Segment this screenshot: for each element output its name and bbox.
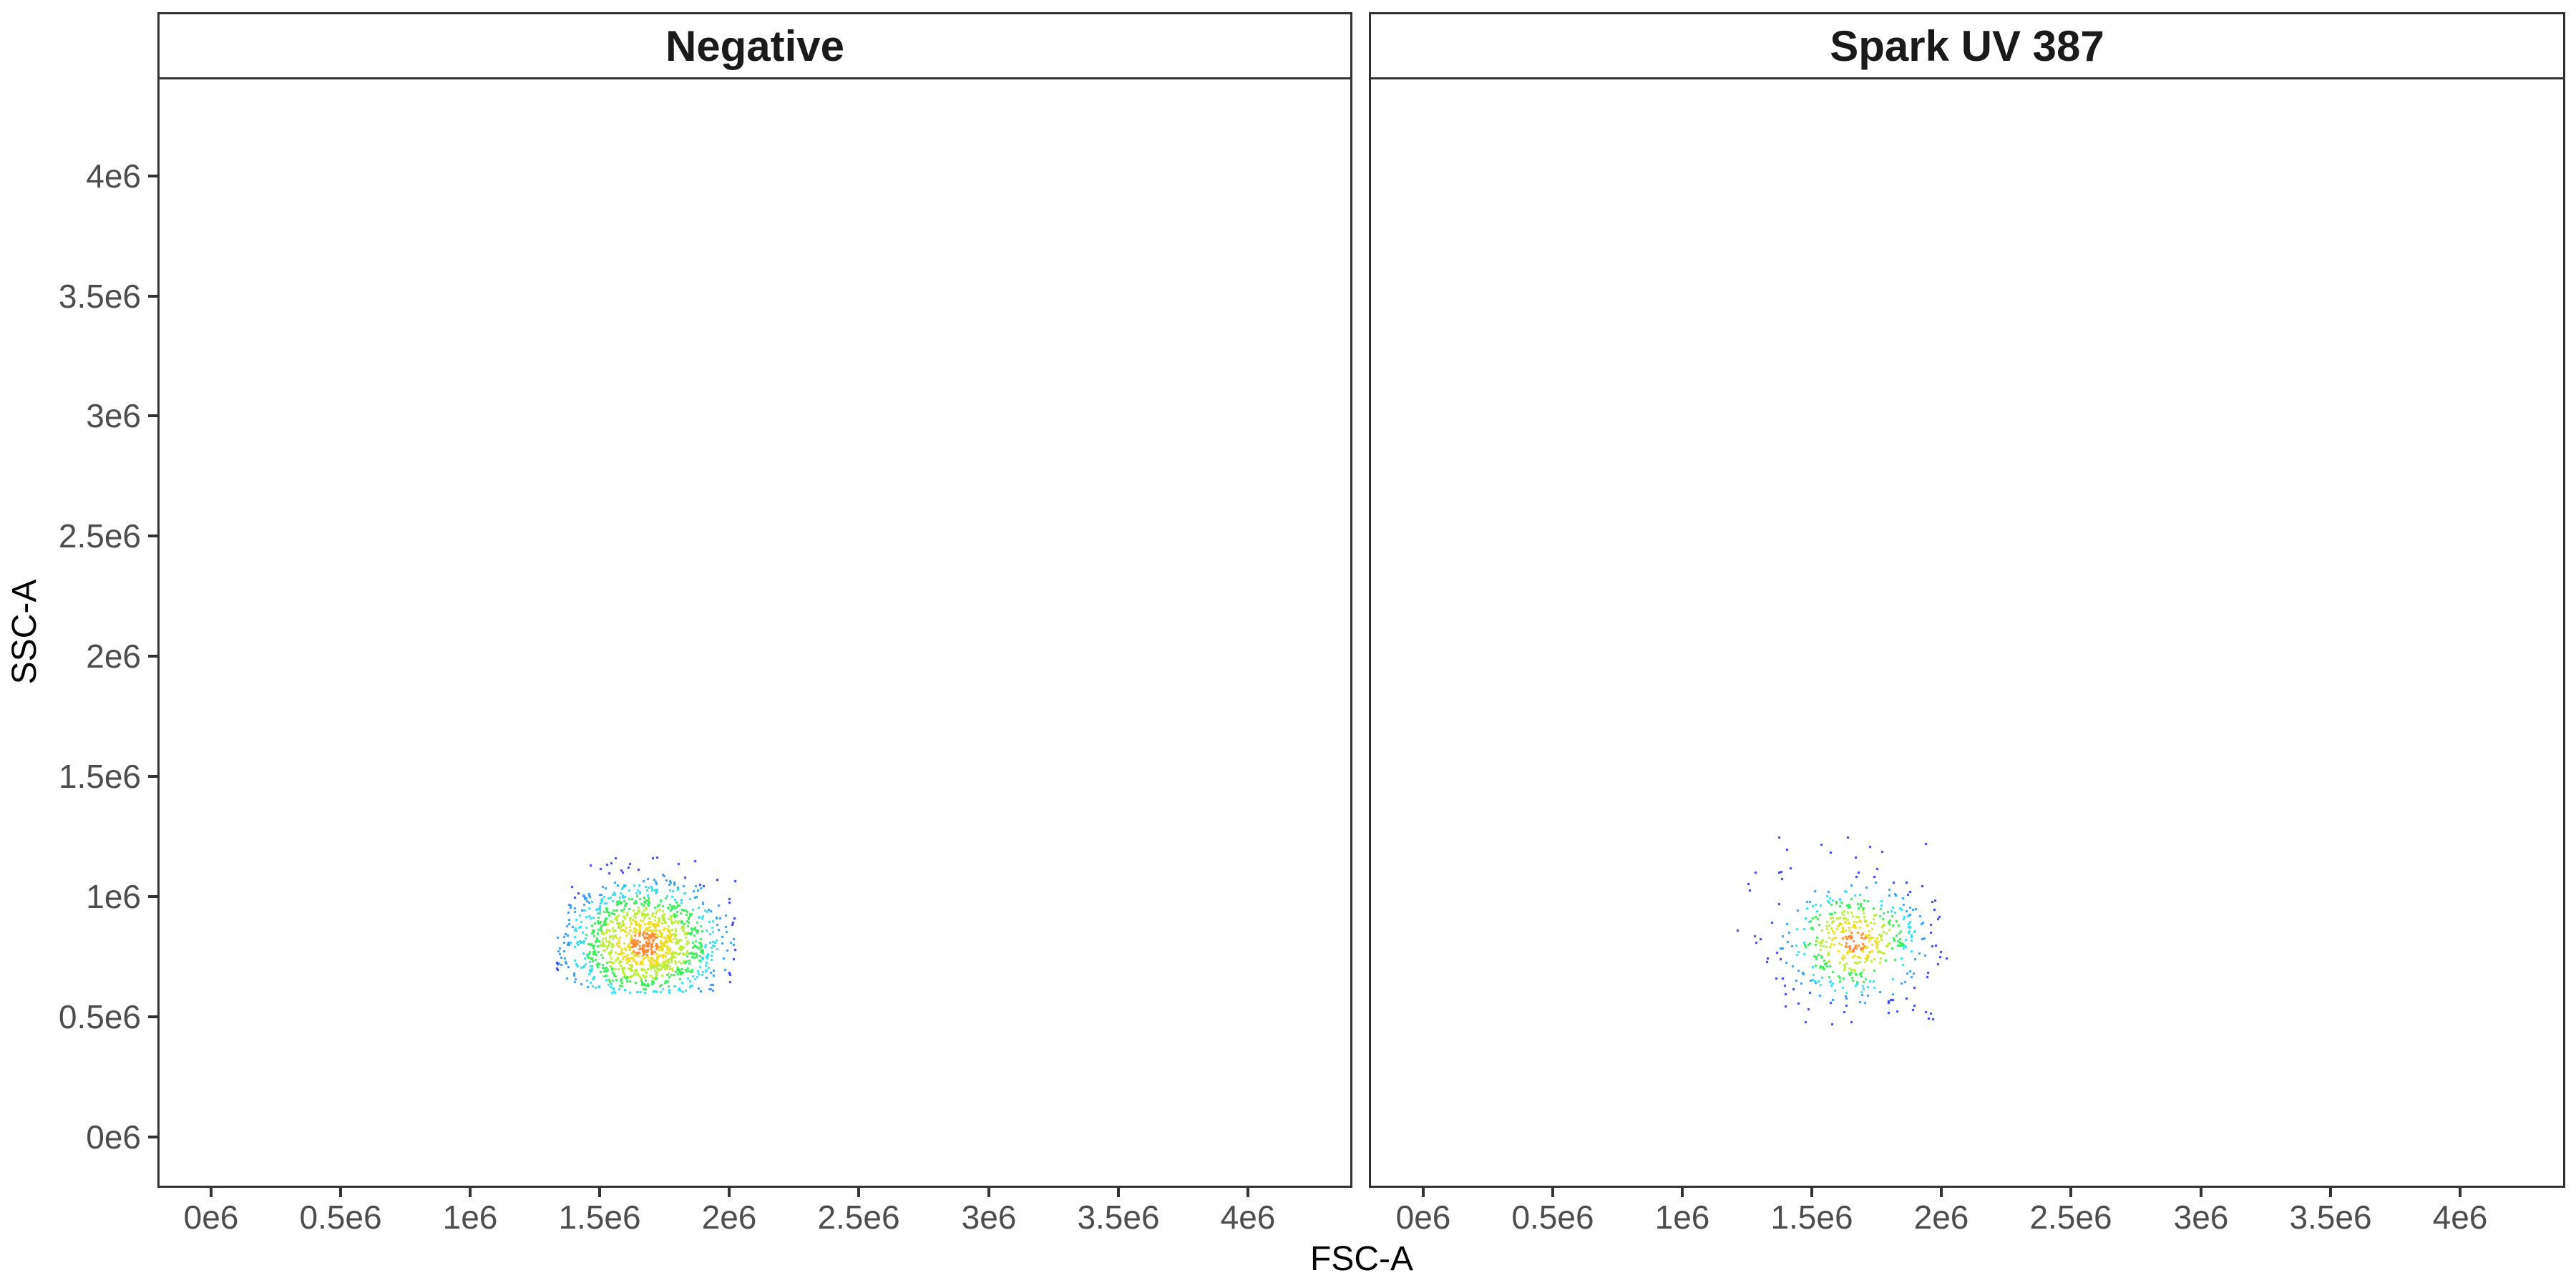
x-tick: [2329, 1188, 2332, 1197]
x-tick: [339, 1188, 342, 1197]
facet-strip-spark-uv-387: Spark UV 387: [1369, 12, 2565, 80]
y-tick: [148, 535, 157, 537]
x-tick-label: 4e6: [1220, 1199, 1276, 1236]
x-tick: [1551, 1188, 1554, 1197]
x-tick: [2200, 1188, 2202, 1197]
y-tick-label: 1e6: [86, 878, 141, 915]
y-tick: [148, 1136, 157, 1138]
x-tick: [2069, 1188, 2072, 1197]
y-tick: [148, 775, 157, 778]
x-tick-label: 2.5e6: [817, 1199, 900, 1236]
y-axis-title: SSC-A: [6, 579, 44, 685]
x-tick-label: 0e6: [183, 1199, 239, 1236]
y-tick-label: 2e6: [86, 638, 141, 675]
y-tick: [148, 1015, 157, 1018]
scatter-points-negative: [160, 79, 1350, 1186]
x-tick: [1940, 1188, 1943, 1197]
x-tick-label: 2.5e6: [2029, 1199, 2112, 1236]
x-tick: [1810, 1188, 1813, 1197]
x-tick: [728, 1188, 731, 1197]
x-tick-label: 1.5e6: [558, 1199, 641, 1236]
x-tick-label: 3e6: [961, 1199, 1017, 1236]
x-tick: [1681, 1188, 1684, 1197]
x-tick-label: 0e6: [1395, 1199, 1451, 1236]
x-tick: [210, 1188, 213, 1197]
x-tick: [598, 1188, 601, 1197]
y-tick-label: 4e6: [86, 157, 141, 195]
y-tick-label: 0.5e6: [58, 998, 141, 1035]
x-tick-label: 1.5e6: [1770, 1199, 1853, 1236]
x-tick-label: 4e6: [2432, 1199, 2488, 1236]
x-tick-label: 2e6: [1913, 1199, 1969, 1236]
x-tick-label: 3.5e6: [1077, 1199, 1160, 1236]
x-tick: [469, 1188, 472, 1197]
y-tick-label: 0e6: [86, 1118, 141, 1156]
y-tick: [148, 175, 157, 177]
y-tick-label: 3.5e6: [58, 278, 141, 315]
x-tick-label: 3.5e6: [2289, 1199, 2372, 1236]
x-tick: [2459, 1188, 2462, 1197]
plot-area-negative: [157, 77, 1352, 1188]
y-tick-label: 3e6: [86, 397, 141, 434]
y-tick: [148, 414, 157, 417]
scatter-points-spark-uv-387: [1371, 79, 2563, 1186]
y-tick: [148, 895, 157, 898]
x-tick: [1246, 1188, 1249, 1197]
x-tick: [857, 1188, 860, 1197]
x-tick: [987, 1188, 990, 1197]
y-tick-label: 1.5e6: [58, 758, 141, 795]
x-tick: [1117, 1188, 1120, 1197]
x-tick-label: 3e6: [2173, 1199, 2229, 1236]
x-tick-label: 0.5e6: [1511, 1199, 1594, 1236]
facet-title: Negative: [665, 22, 845, 70]
y-tick: [148, 295, 157, 298]
y-tick-label: 2.5e6: [58, 517, 141, 555]
facet-title: Spark UV 387: [1830, 22, 2104, 70]
plot-area-spark-uv-387: [1369, 77, 2565, 1188]
x-axis-title: FSC-A: [1310, 1240, 1413, 1278]
x-tick-label: 1e6: [1654, 1199, 1710, 1236]
x-tick-label: 0.5e6: [299, 1199, 382, 1236]
x-tick-label: 2e6: [701, 1199, 757, 1236]
x-tick: [1422, 1188, 1425, 1197]
y-tick: [148, 655, 157, 658]
x-tick-label: 1e6: [442, 1199, 498, 1236]
facet-strip-negative: Negative: [157, 12, 1352, 80]
